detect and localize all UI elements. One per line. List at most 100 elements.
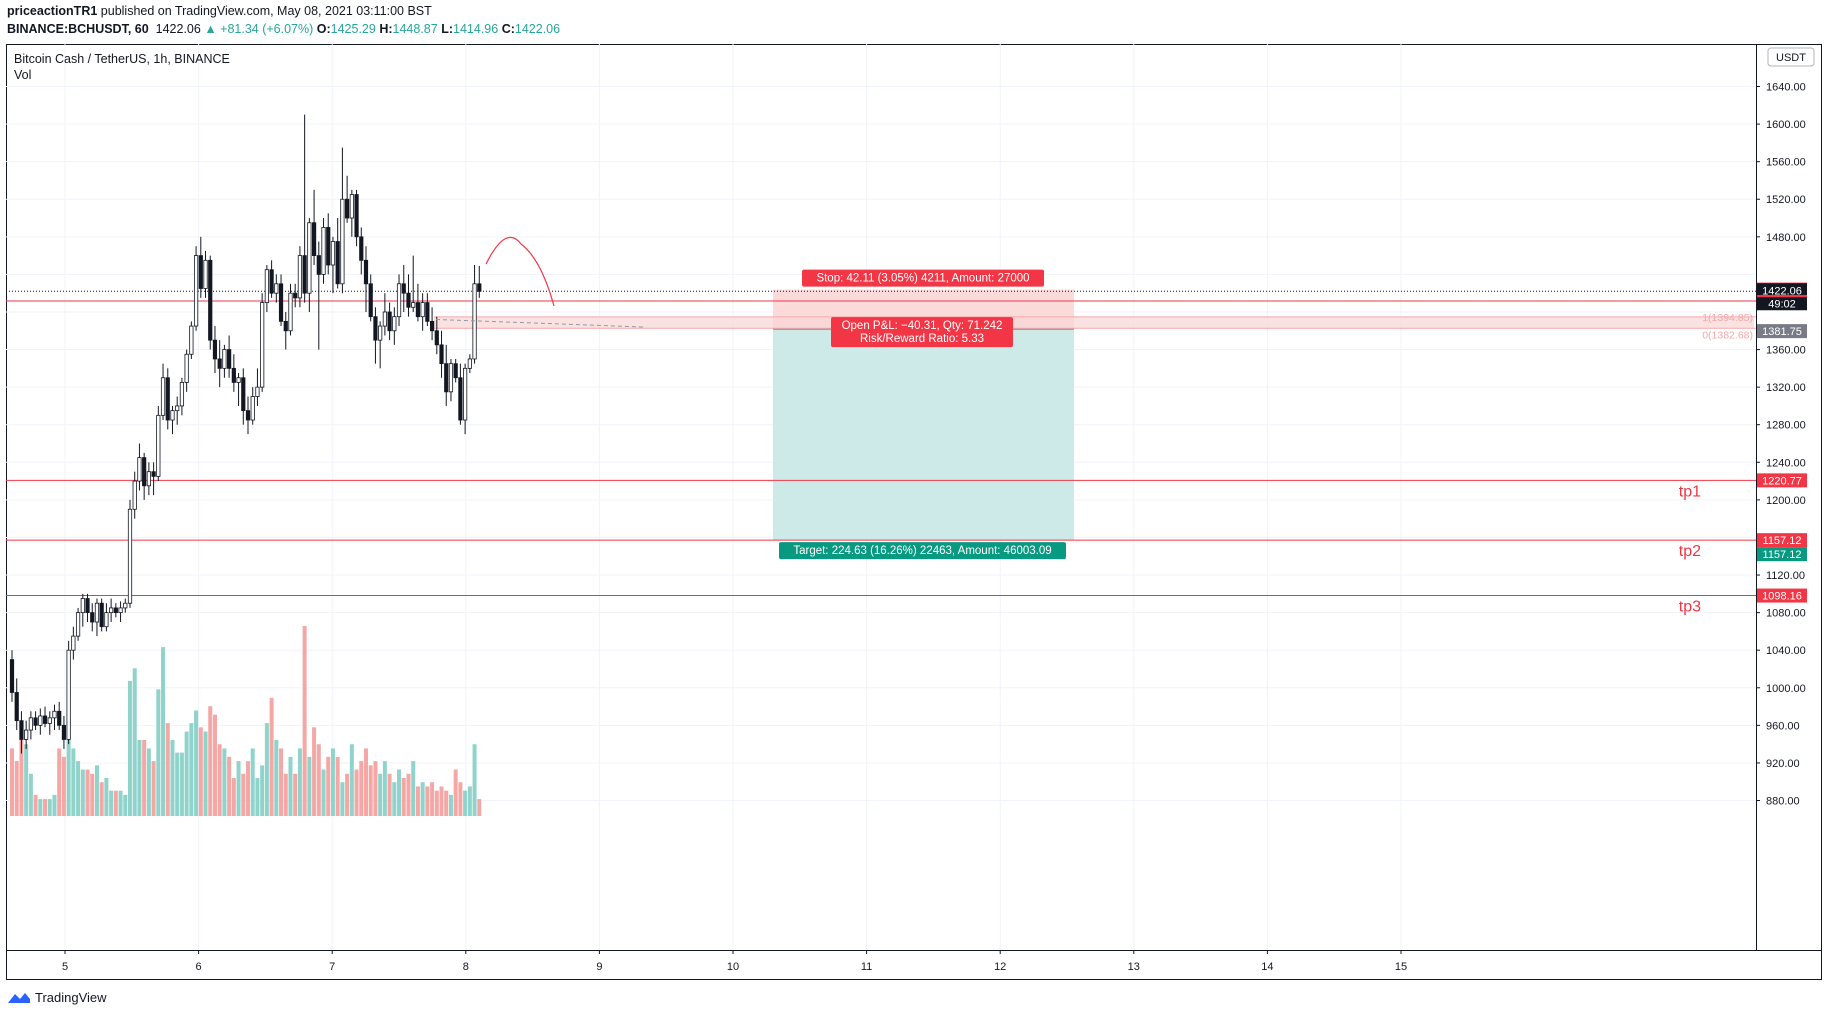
volume-bar (10, 748, 14, 816)
low-value: 1414.96 (453, 22, 499, 36)
price-label-bg (1757, 473, 1807, 488)
volume-bar (212, 714, 217, 816)
candle-body (458, 377, 463, 421)
candle-body (255, 386, 260, 397)
price-axis[interactable]: 1640.00 1600.00 1560.00 1520.00 1480.00 1360.… (1756, 82, 1807, 808)
candle-body (146, 471, 151, 487)
pnl-badge-text: Risk/Reward Ratio: 5.33 (860, 333, 984, 345)
countdown-label: 49:02 (1768, 298, 1796, 310)
volume-bar (76, 761, 81, 816)
volume-bar (359, 761, 364, 816)
candle-body (321, 227, 326, 275)
close-value: 1422.06 (514, 22, 561, 36)
time-tick-label: 5 (62, 961, 68, 973)
open-value: 1425.29 (330, 22, 376, 36)
time-tick-label: 13 (1128, 961, 1140, 973)
candle-body (387, 311, 392, 332)
volume-bar (382, 761, 387, 816)
horizontal-lines[interactable] (6, 290, 1756, 597)
candle-body (175, 405, 180, 412)
candle-body (66, 649, 71, 740)
volume-bar (330, 748, 335, 816)
volume-bar (283, 773, 288, 816)
volume-bar (47, 799, 52, 816)
candle-body (429, 320, 435, 332)
volume-bar (260, 765, 265, 816)
volume-bar (109, 790, 114, 816)
volume-bar (472, 744, 477, 816)
legend-title: Bitcoin Cash / TetherUS, 1h, BINANCE (14, 52, 230, 66)
candle-body (61, 724, 67, 740)
high-label: H: (379, 22, 393, 36)
candle-body (14, 692, 19, 722)
candle-body (340, 198, 345, 285)
volume-bar (33, 794, 38, 816)
target-zone[interactable] (773, 329, 1074, 541)
volume-bar (326, 756, 331, 816)
legend: Bitcoin Cash / TetherUS, 1h, BINANCE Vol (14, 52, 230, 82)
currency-button[interactable]: USDT (1767, 47, 1815, 67)
candle-body (71, 635, 76, 651)
volume-bar (52, 794, 57, 816)
candle-body (113, 607, 118, 614)
candle-body (118, 607, 123, 614)
volume-bar (279, 748, 284, 816)
fib-band (434, 316, 1754, 329)
time-tick-label: 15 (1395, 961, 1407, 973)
volume-bar (340, 782, 345, 816)
price-tick-label: 1480.00 (1766, 232, 1806, 244)
volume-bar (387, 773, 392, 816)
volume-bar (345, 773, 350, 816)
volume-bar (165, 723, 170, 816)
price-tick-label: 1080.00 (1766, 608, 1806, 620)
volume-bar (123, 794, 128, 816)
candle-body (378, 325, 383, 341)
candle-body (236, 377, 241, 383)
candle-body (293, 292, 298, 299)
short-position-tool[interactable] (434, 289, 1756, 541)
projection-arc[interactable] (485, 236, 555, 307)
publisher-name[interactable]: priceactionTR1 (7, 4, 98, 18)
price-tick-label: 1360.00 (1766, 345, 1806, 357)
tradingview-logo-icon[interactable] (7, 991, 31, 1005)
price-tick-label: 1520.00 (1766, 194, 1806, 206)
volume-bar (397, 769, 402, 816)
candle-body (260, 302, 265, 388)
volume-bar (269, 697, 274, 816)
candle-body (189, 325, 194, 355)
candle-body (193, 255, 199, 327)
price-tick-label: 880.00 (1766, 796, 1800, 808)
candle-body (415, 302, 421, 318)
footer: TradingView (7, 990, 107, 1005)
volume-bar (189, 723, 194, 816)
candle-body (151, 471, 156, 477)
candle-body (208, 259, 213, 341)
candle-body (335, 241, 340, 285)
countdown-bg (1757, 297, 1807, 311)
volume-bar (227, 756, 232, 816)
candles (9, 114, 482, 754)
candle-body (363, 259, 369, 285)
volume-bar (434, 790, 439, 816)
volume-bar (94, 765, 99, 816)
volume-bar (198, 727, 203, 816)
volume-bar (364, 748, 368, 816)
volume-bar (104, 778, 109, 816)
candle-body (165, 377, 170, 421)
footer-brand[interactable]: TradingView (35, 990, 107, 1005)
volume-bar (439, 786, 444, 816)
time-axis[interactable]: 5 6 7 8 9 10 11 12 13 14 15 (62, 950, 1407, 973)
candle-body (42, 715, 48, 724)
candle-body (382, 311, 387, 327)
candle-body (311, 222, 317, 257)
symbol-label: BINANCE:BCHUSDT, 60 (7, 22, 149, 36)
candle-body (222, 349, 227, 369)
drawings[interactable] (435, 236, 645, 328)
chart-frame[interactable]: Stop: 42.11 (3.05%) 4211, Amount: 27000 O… (6, 44, 1822, 980)
volume-bar (420, 782, 425, 816)
candle-body (302, 255, 307, 294)
candle-body (448, 363, 454, 393)
volume-bar (321, 769, 326, 816)
target-badge-bg (779, 542, 1066, 560)
volume-bar (194, 710, 199, 816)
